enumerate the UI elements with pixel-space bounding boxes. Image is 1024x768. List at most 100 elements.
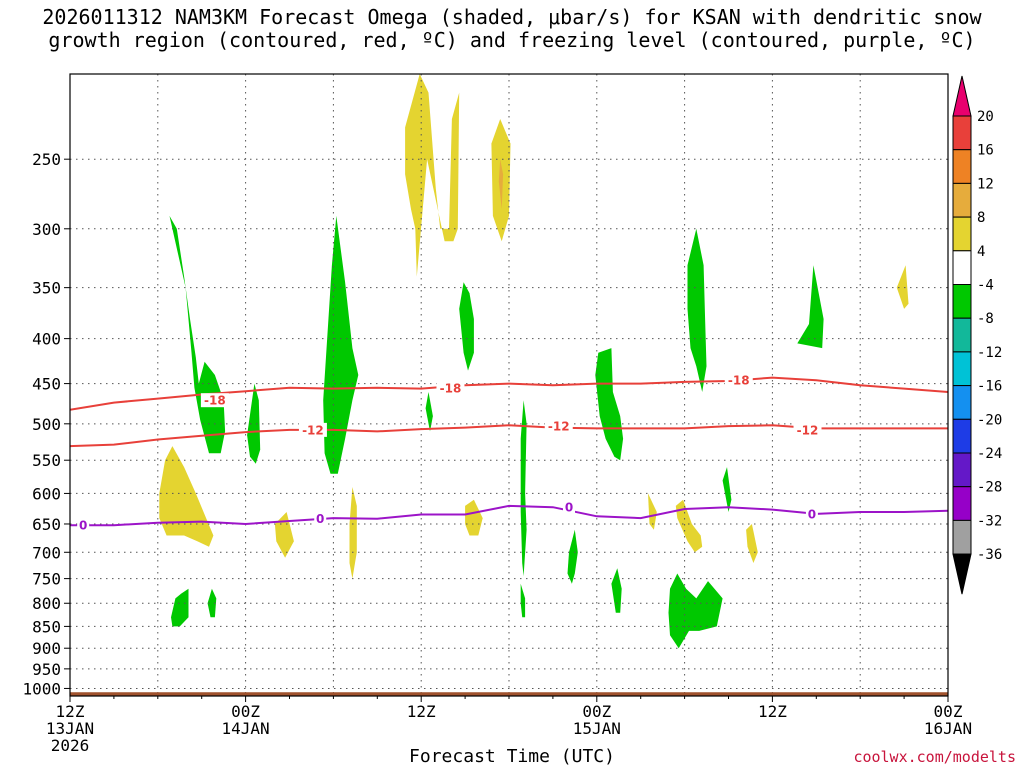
omega-region-2 [247,383,261,464]
terrain-band [70,692,948,696]
colorbar-top-triangle [952,75,972,117]
colorbar-box-11 [952,452,972,488]
colorbar-label-9: -16 [977,379,1002,395]
colorbar-label-11: -24 [977,446,1002,462]
x-tick-label-2-line-1: 00Z [231,702,260,721]
omega-region-9 [687,228,707,392]
colorbar-bottom-triangle [952,553,972,595]
x-tick-label-1-line-2: 13JAN [46,719,94,738]
colorbar-label-6: -4 [977,278,994,294]
omega-region-16 [207,588,217,618]
colorbar-box-8 [952,351,972,387]
colorbar-label-1: 20 [977,109,994,125]
freezing-level-contour-label-3: 0 [565,501,573,515]
x-tick-label-1-line-3: 2026 [51,736,90,755]
x-tick-label-2-line-2: 14JAN [222,719,270,738]
colorbar-label-3: 12 [977,176,994,192]
omega-region-27 [498,159,504,210]
omega-region-18 [274,512,294,558]
colorbar-box-2 [952,149,972,184]
dgz-contour-2-label-bg-2 [544,419,573,434]
colorbar-box-5 [952,250,972,286]
colorbar-box-6 [952,284,972,319]
omega-region-15 [171,588,189,627]
y-tick-label-750: 750 [32,570,61,589]
dgz-contour-1-label-1: -18 [204,394,226,408]
omega-region-11 [797,265,824,349]
colorbar-label-8: -12 [977,345,1002,361]
y-tick-label-950: 950 [32,660,61,679]
y-tick-label-350: 350 [32,279,61,298]
colorbar-label-5: 4 [977,244,985,260]
omega-region-20 [405,74,460,277]
y-tick-label-500: 500 [32,415,61,434]
omega-region-10 [722,467,732,512]
colorbar-box-13 [952,519,972,555]
dgz-contour-1-label-2: -18 [440,381,462,395]
colorbar-box-3 [952,182,972,218]
colorbar-label-7: -8 [977,311,994,327]
x-tick-label-6-line-2: 16JAN [924,719,972,738]
colorbar-box-9 [952,385,972,420]
freezing-level-contour-label-bg-1 [77,518,90,533]
omega-region-24 [675,499,703,553]
y-tick-label-300: 300 [32,220,61,239]
dgz-contour-2-label-3: -12 [797,423,819,437]
y-tick-label-450: 450 [32,375,61,394]
omega-region-25 [746,524,758,563]
y-tick-label-550: 550 [32,451,61,470]
colorbar-box-7 [952,317,972,353]
dgz-contour-1-label-3: -18 [728,374,750,388]
colorbar-box-12 [952,486,972,521]
omega-region-23 [648,493,657,530]
freezing-level-contour-label-1: 0 [79,519,87,533]
freezing-level-contour-label-bg-3 [562,500,575,515]
omega-region-17 [159,446,214,547]
y-tick-label-900: 900 [32,639,61,658]
x-axis-label: Forecast Time (UTC) [409,746,615,767]
x-tick-label-4-line-2: 15JAN [573,719,621,738]
dgz-contour-1-label-bg-2 [436,380,465,395]
omega-region-19 [349,487,357,579]
dgz-contour-1-label-bg-3 [724,373,753,388]
y-tick-label-250: 250 [32,150,61,169]
colorbar-label-2: 16 [977,143,994,159]
omega-region-14 [668,573,723,649]
credit-text: coolwx.com/modelts [853,748,1016,766]
y-tick-label-1000: 1000 [22,679,61,698]
colorbar-label-14: -36 [977,547,1002,563]
omega-region-7 [520,583,526,618]
x-tick-label-1-line-1: 12Z [56,702,85,721]
colorbar-label-13: -32 [977,513,1002,529]
y-tick-label-600: 600 [32,484,61,503]
x-tick-label-6-line-1: 00Z [934,702,963,721]
chart-title: 2026011312 NAM3KM Forecast Omega (shaded… [42,5,982,52]
x-tick-label-5-line-1: 12Z [758,702,787,721]
omega-region-6 [520,400,527,577]
freezing-level-contour-label-4: 0 [808,507,816,521]
colorbar-box-4 [952,216,972,252]
colorbar-box-1 [952,115,972,151]
dgz-contour-2-label-1: -12 [302,423,324,437]
dgz-contour-1-label-bg-1 [200,393,229,408]
freezing-level-contour-label-2: 0 [316,512,324,526]
y-tick-label-400: 400 [32,330,61,349]
freezing-level-contour-label-bg-2 [314,511,327,526]
freezing-level-contour-label-bg-4 [805,506,818,521]
omega-region-13 [611,568,622,613]
omega-region-22 [465,499,483,536]
x-tick-label-4-line-1: 00Z [582,702,611,721]
y-tick-label-650: 650 [32,515,61,534]
colorbar-label-10: -20 [977,412,1002,428]
omega-region-26 [896,265,909,309]
omega-region-4 [459,282,474,371]
y-tick-label-850: 850 [32,617,61,636]
colorbar-box-10 [952,418,972,454]
omega-region-1 [169,215,226,454]
y-tick-label-700: 700 [32,543,61,562]
omega-region-12 [567,529,578,584]
colorbar-label-4: 8 [977,210,985,226]
colorbar-label-12: -28 [977,480,1002,496]
dgz-contour-2-label-2: -12 [548,420,570,434]
